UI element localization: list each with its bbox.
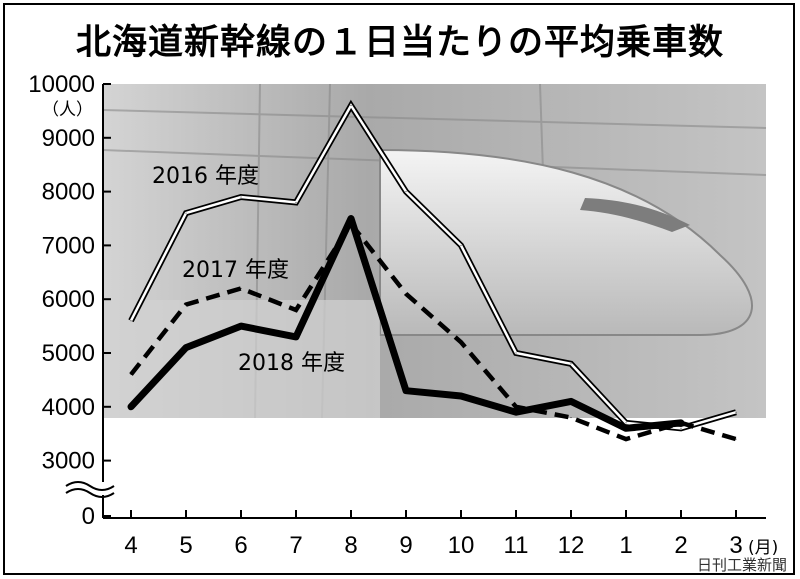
x-unit-label: (月) [748,538,778,558]
x-tick-label: 10 [448,532,475,559]
data-point [515,411,517,413]
data-point [735,438,737,440]
x-tick-label: 9 [399,532,412,559]
y-tick-label: 10000 [28,71,95,98]
data-point [240,196,242,198]
data-point [460,395,462,397]
series-line-0 [129,103,737,430]
data-point [130,406,132,408]
x-tick-label: 11 [504,532,529,559]
data-point [460,244,462,246]
data-point [350,105,352,106]
data-point [625,438,627,440]
data-point [460,341,462,343]
y-tick-label: 0 [82,503,95,530]
credit-text: 日刊工業新聞 [697,556,787,574]
data-point [185,347,187,349]
x-tick-label: 2 [674,532,687,559]
series-label-2016: 2016 年度 [152,164,259,189]
x-tick-label: 5 [179,532,192,559]
data-point [130,374,132,375]
data-point [570,400,572,402]
background-photo [102,83,767,419]
chart-title: 北海道新幹線の１日当たりの平均乗車数 [76,22,724,63]
y-tick-label: 8000 [42,179,95,206]
data-point [295,309,297,311]
axes [62,84,766,519]
x-tick-label: 3 [729,532,742,559]
data-point [570,417,572,419]
y-unit-label: （人） [42,100,93,120]
y-tick-label: 9000 [42,125,95,152]
data-point [515,406,517,408]
x-tick-label: 4 [124,532,137,559]
series-label-2018: 2018 年度 [238,351,345,376]
data-point [240,287,242,289]
y-tick-label: 4000 [42,394,95,421]
data-point [570,363,572,365]
data-point [185,212,187,214]
data-point [405,191,407,193]
series-line-1 [129,220,737,442]
y-tick-label: 6000 [42,286,95,313]
x-tick-label: 1 [619,532,632,559]
data-point [185,304,187,306]
x-tick-label: 6 [234,532,247,559]
data-point [130,320,132,322]
data-point [350,218,352,219]
data-point [625,422,627,424]
data-point [405,293,407,295]
x-ticks: 4 5 6 7 8 9 10 11 12 1 2 3 [124,510,743,559]
series-lines [127,99,737,442]
data-point [680,427,682,429]
data-point [240,325,242,327]
series-label-2017: 2017 年度 [182,258,289,283]
y-tick-label: 5000 [42,340,95,367]
data-point [295,336,297,338]
x-tick-label: 12 [558,532,585,559]
data-point [680,422,682,424]
data-point [405,390,407,392]
y-ticks: 10000 9000 8000 7000 6000 5000 4000 3000 0 [28,71,111,530]
y-tick-label: 7000 [42,232,95,259]
y-tick-label: 3000 [42,448,95,475]
data-point [295,201,297,203]
x-tick-label: 8 [344,532,357,559]
x-tick-label: 7 [289,532,302,559]
data-point [735,411,737,413]
data-point [515,352,517,354]
axis-break-icon [62,481,115,498]
data-point [625,427,627,429]
